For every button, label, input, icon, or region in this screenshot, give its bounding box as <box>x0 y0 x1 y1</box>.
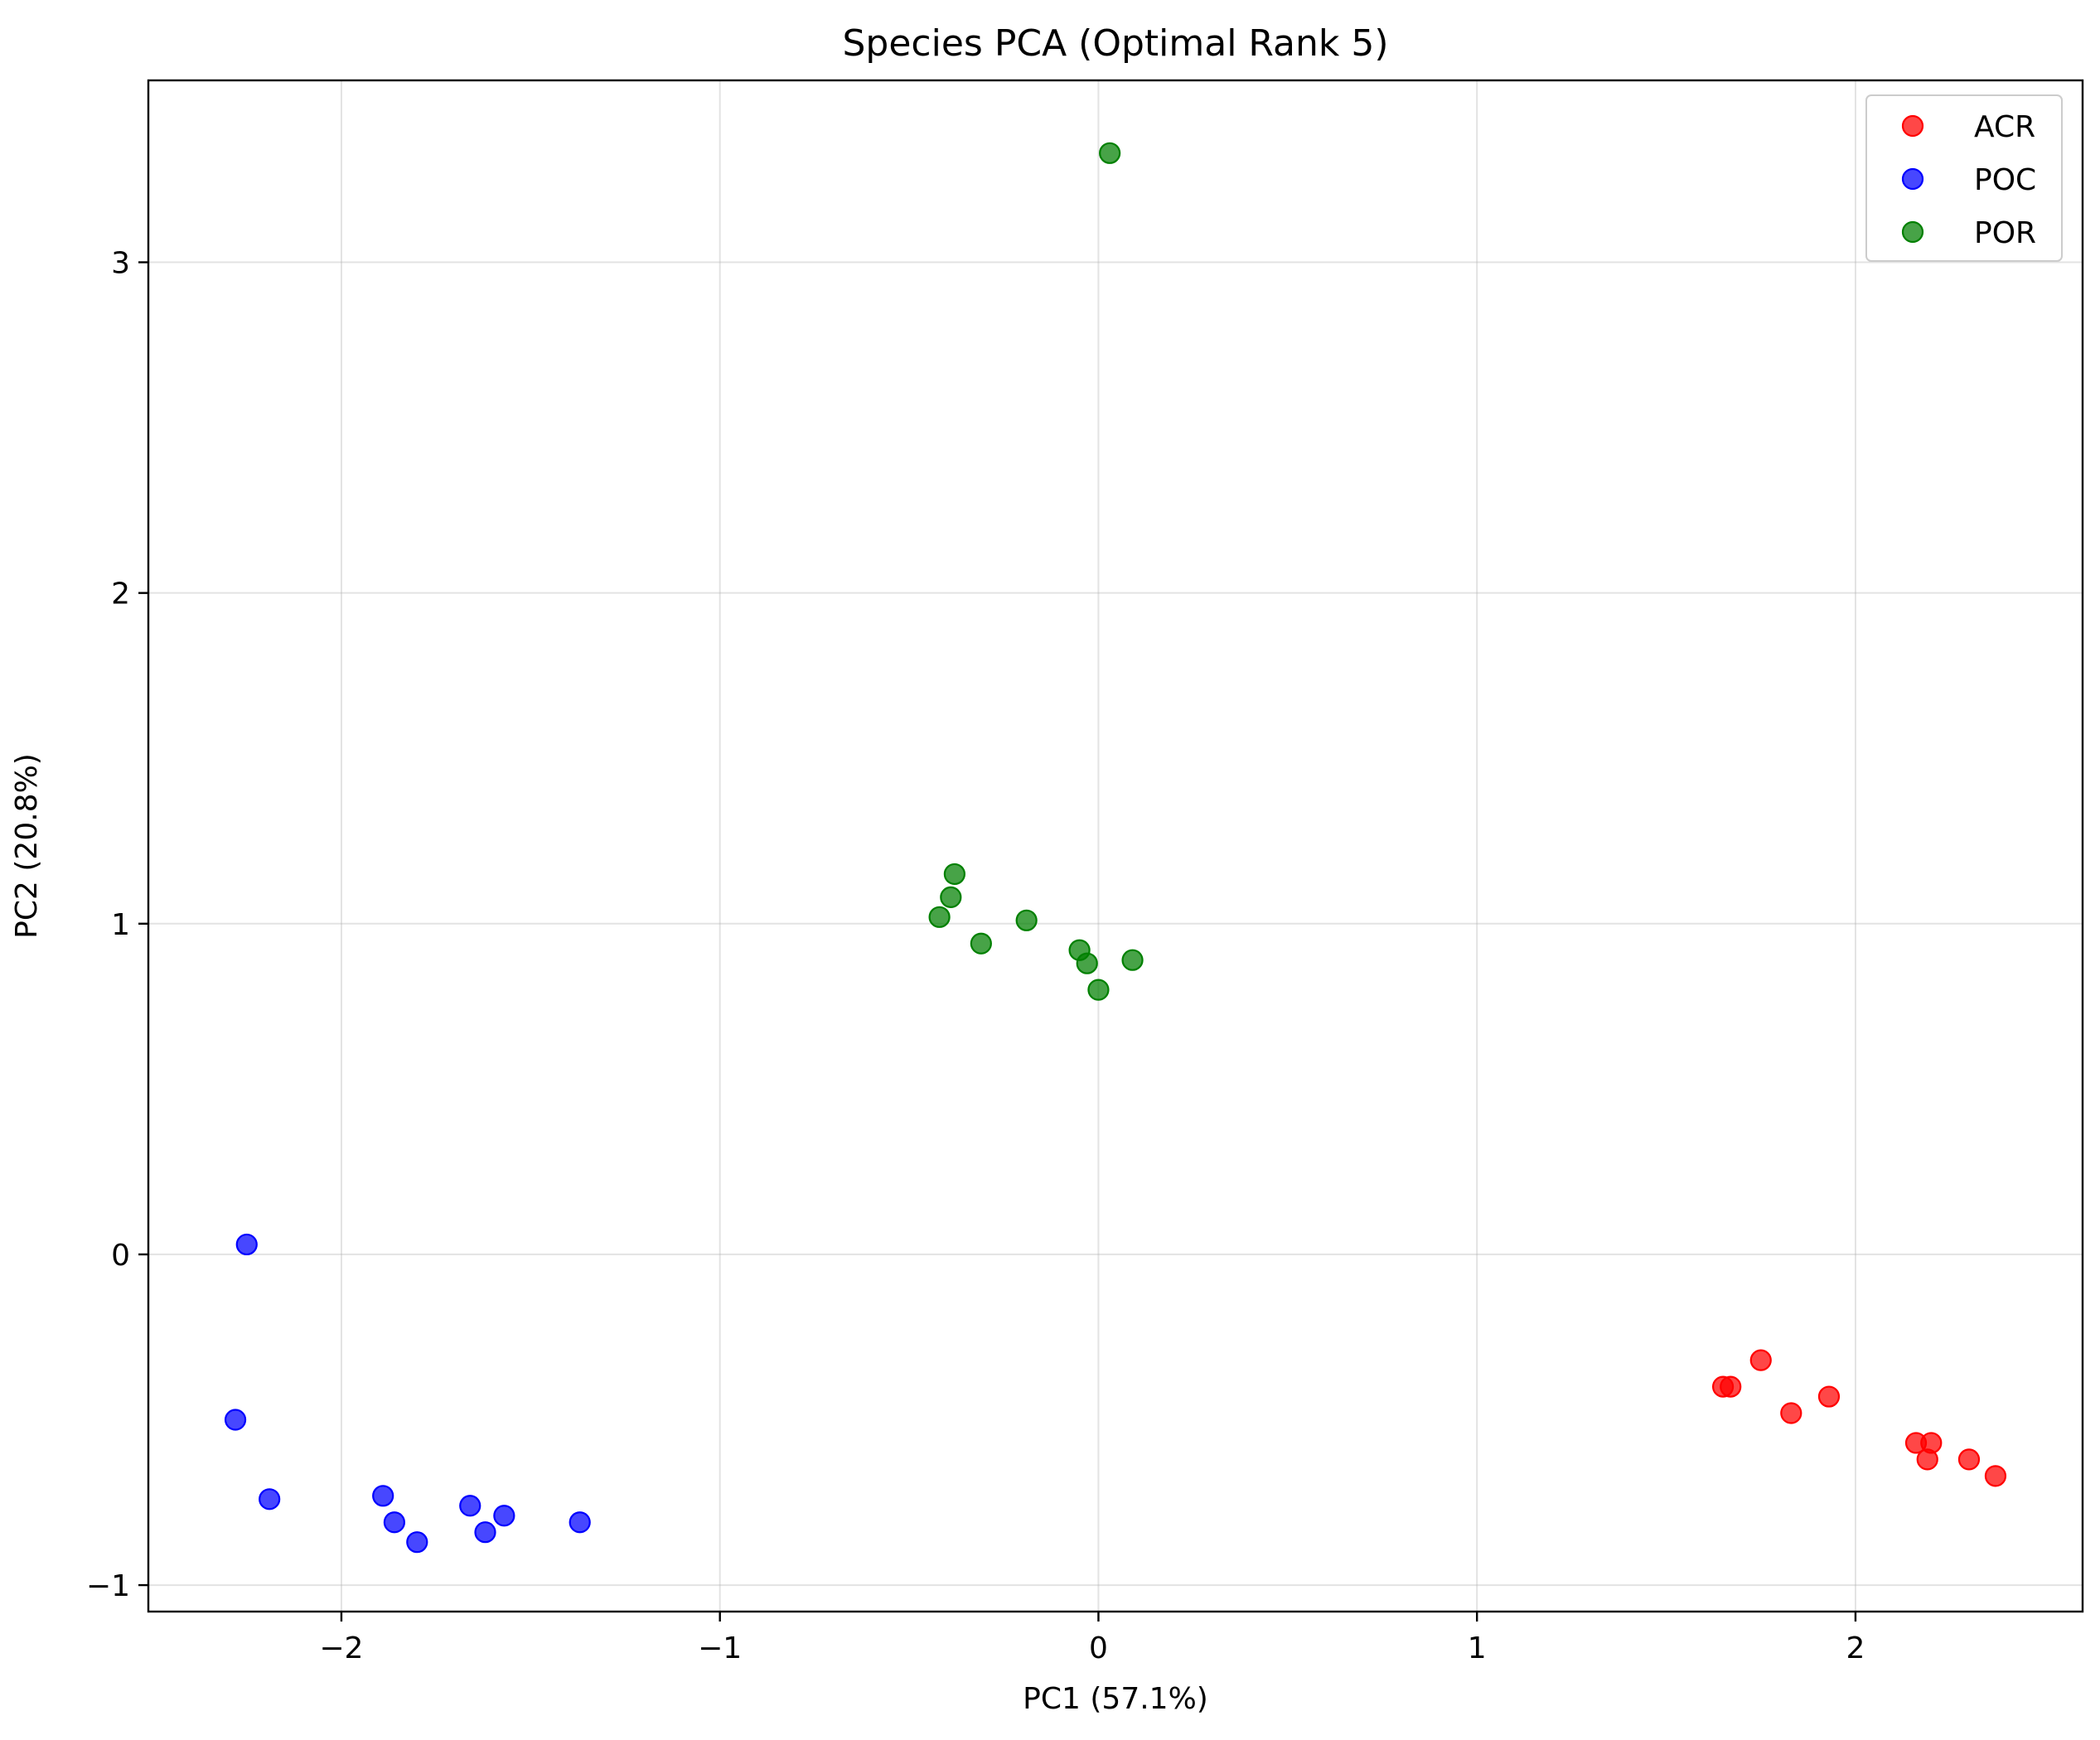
data-point <box>1916 1448 1938 1471</box>
legend-label: POR <box>1974 216 2036 250</box>
data-point <box>1087 979 1110 1001</box>
data-point <box>372 1485 394 1507</box>
data-point <box>1121 949 1144 971</box>
x-tick-label: 0 <box>1089 1631 1108 1665</box>
legend-marker <box>1901 167 1924 191</box>
y-tick-label: 1 <box>111 908 130 942</box>
data-point <box>928 906 951 928</box>
data-point <box>943 863 965 886</box>
data-point <box>569 1511 591 1534</box>
data-point <box>970 932 992 955</box>
series-por <box>928 142 1144 1001</box>
data-point <box>259 1488 281 1510</box>
y-tick-label: −1 <box>86 1569 130 1603</box>
series-poc <box>224 1233 591 1554</box>
data-point <box>1015 909 1038 931</box>
legend-label: ACR <box>1974 110 2035 144</box>
grid-layer <box>148 80 2083 1612</box>
series-acr <box>1711 1349 2007 1487</box>
legend-box <box>1865 94 2063 262</box>
x-axis-title: PC1 (57.1%) <box>1023 1682 1208 1716</box>
data-point <box>235 1233 258 1256</box>
data-point <box>1099 142 1121 164</box>
data-point <box>1780 1402 1802 1424</box>
data-point <box>940 886 962 908</box>
data-point <box>1076 952 1098 974</box>
data-point <box>474 1521 496 1544</box>
legend-marker <box>1901 114 1924 138</box>
legend-item-poc: POC <box>1901 163 2036 197</box>
y-tick-label: 3 <box>111 247 130 281</box>
data-point <box>493 1505 515 1527</box>
legend-items: ACR POC POR <box>1901 110 2036 250</box>
data-point <box>459 1495 481 1517</box>
y-axis-title: PC2 (20.8%) <box>10 753 44 939</box>
plot-frame <box>147 79 2084 1613</box>
points-layer <box>224 142 2007 1554</box>
data-point <box>1749 1349 1772 1371</box>
legend-item-por: POR <box>1901 216 2036 250</box>
x-tick-label: −1 <box>698 1631 742 1665</box>
data-point <box>1984 1465 2007 1487</box>
legend: ACR POC POR <box>1865 94 2063 262</box>
legend-label: POC <box>1974 163 2036 197</box>
legend-item-acr: ACR <box>1901 110 2035 144</box>
x-tick-label: 1 <box>1468 1631 1487 1665</box>
legend-marker <box>1901 220 1924 244</box>
data-point <box>1957 1448 1981 1471</box>
data-point <box>406 1531 428 1554</box>
y-tick-label: 2 <box>111 578 130 611</box>
x-tick-label: 2 <box>1846 1631 1865 1665</box>
x-tick-label: −2 <box>319 1631 363 1665</box>
data-point <box>383 1511 405 1534</box>
y-tick-label: 0 <box>111 1239 130 1273</box>
data-point <box>224 1409 247 1431</box>
data-point <box>1720 1375 1742 1398</box>
chart-title: Species PCA (Optimal Rank 5) <box>843 22 1389 65</box>
data-point <box>1817 1385 1841 1408</box>
ticks-layer: −2 −1 0 1 2 −1 0 1 2 3 <box>86 247 1865 1665</box>
